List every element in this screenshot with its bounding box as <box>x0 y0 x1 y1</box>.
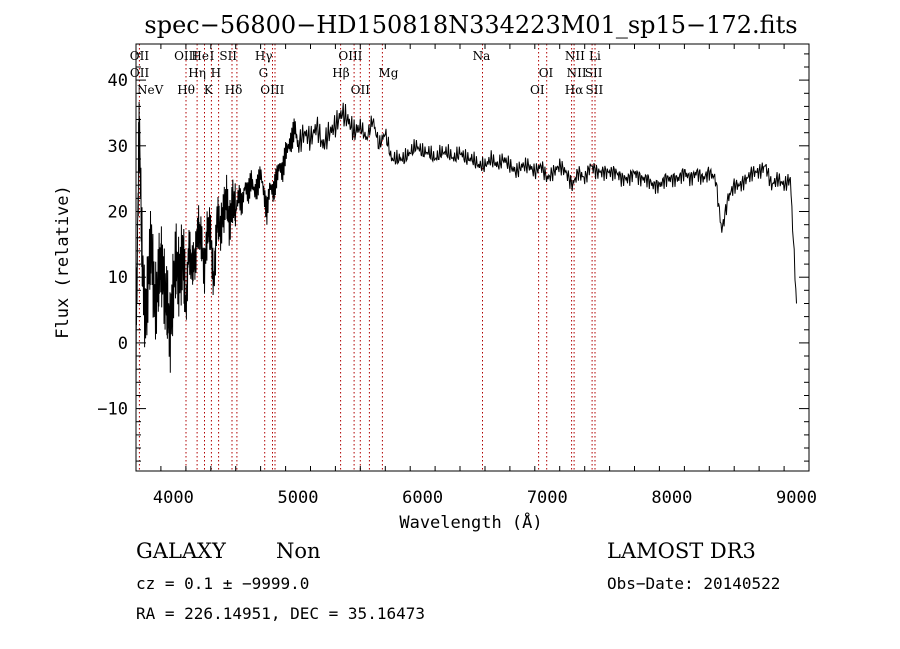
x-tick-label: 5000 <box>278 488 319 508</box>
object-subclass: Non <box>276 539 321 563</box>
obs-date-text: Obs−Date: 20140522 <box>607 574 780 593</box>
y-tick-label: 10 <box>108 268 128 288</box>
line-label-14: OIII <box>260 83 284 97</box>
line-label-27: SII <box>586 83 604 97</box>
line-label-1: OII <box>130 49 150 63</box>
x-tick-label: 4000 <box>153 488 194 508</box>
line-label-16: Hβ <box>332 66 349 80</box>
survey-name: LAMOST DR3 <box>607 539 756 563</box>
line-label-4: Hθ <box>177 83 195 97</box>
y-tick-label: −10 <box>97 400 128 420</box>
y-tick-label: 30 <box>108 137 128 157</box>
line-label-7: I <box>210 49 215 63</box>
x-axis-label: Wavelength (Å) <box>399 511 542 533</box>
line-label-23: Li <box>589 49 601 63</box>
line-labels: NeV OII OII OIII Hθ Hη He I KH SII Hδ Hγ G OIII OIII Hβ… <box>130 49 604 97</box>
spectrum-line-0 <box>135 101 797 400</box>
object-class: GALAXY <box>136 539 227 563</box>
plot-frame <box>135 43 810 472</box>
line-label-8: K <box>204 83 214 97</box>
line-label-5: Hη <box>188 66 206 80</box>
line-label-15: OIII <box>338 49 362 63</box>
x-tick-label: 8000 <box>651 488 692 508</box>
y-tick-label: 20 <box>108 203 128 223</box>
line-label-11: Hδ <box>225 83 243 97</box>
line-label-2: OII <box>130 66 150 80</box>
line-markers <box>138 44 596 471</box>
x-axis-ticks: 4000 5000 6000 7000 8000 9000 <box>135 44 817 508</box>
line-label-3: OIII <box>174 49 198 63</box>
x-tick-label: 6000 <box>402 488 443 508</box>
y-tick-label: 0 <box>118 334 128 354</box>
line-label-12: Hγ <box>255 49 273 63</box>
line-label-20: OI <box>539 66 554 80</box>
y-axis-ticks: −10 0 10 20 30 40 <box>97 53 809 462</box>
redshift-text: cz = 0.1 ± −9999.0 <box>136 574 309 593</box>
line-label-9: H <box>211 66 221 80</box>
x-tick-label: 7000 <box>527 488 568 508</box>
y-axis-label: Flux (relative) <box>53 185 73 339</box>
line-label-0: NeV <box>137 83 164 97</box>
line-label-10: SII <box>219 49 237 63</box>
spectrum-series <box>135 101 797 400</box>
line-label-19: Na <box>473 49 491 63</box>
line-label-26: Hα <box>565 83 584 97</box>
chart-title: spec−56800−HD150818N334223M01_sp15−172.f… <box>144 11 797 39</box>
line-label-17: OII <box>351 83 371 97</box>
line-label-18: Mg <box>378 66 398 80</box>
x-tick-label: 9000 <box>776 488 817 508</box>
line-label-21: OI <box>530 83 545 97</box>
line-label-6: He <box>191 49 209 63</box>
line-label-24: NII <box>567 66 587 80</box>
line-label-22: NII <box>565 49 585 63</box>
line-label-25: SII <box>585 66 603 80</box>
line-label-13: G <box>259 66 269 80</box>
y-tick-label: 40 <box>108 71 128 91</box>
coordinates-text: RA = 226.14951, DEC = 35.16473 <box>136 604 425 623</box>
